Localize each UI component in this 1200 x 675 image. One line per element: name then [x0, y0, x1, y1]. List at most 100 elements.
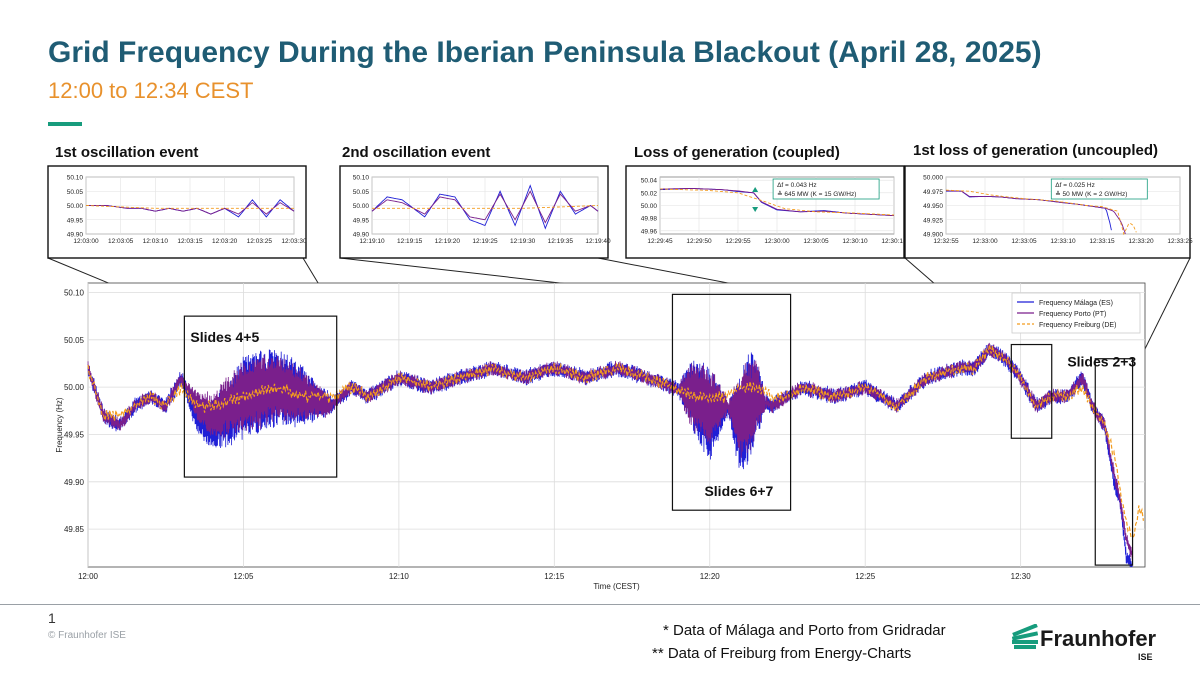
main-x-tick-label: 12:05 [233, 572, 254, 581]
inset-y-tick-label: 50.02 [641, 190, 658, 197]
inset-x-tick-label: 12:33:05 [1011, 238, 1037, 245]
inset-info-line2: ≙ 50 MW (K = 2 GW/Hz) [1055, 190, 1127, 198]
inset-x-tick-label: 12:03:15 [177, 238, 203, 245]
inset-x-tick-label: 12:19:30 [510, 238, 536, 245]
inset-x-tick-label: 12:29:45 [647, 238, 673, 245]
inset-y-tick-label: 50.05 [353, 189, 370, 196]
page-number: 1 [48, 610, 56, 626]
annotation-box [671, 293, 792, 511]
inset1-title: 1st oscillation event [55, 144, 199, 161]
inset-y-tick-label: 49.90 [353, 232, 370, 239]
inset-series-freiburg [945, 189, 1137, 236]
inset-x-tick-label: 12:30:00 [764, 238, 790, 245]
inset-y-tick-label: 50.10 [353, 175, 370, 182]
inset-series-porto [371, 190, 599, 224]
fraunhofer-logo-sub: ISE [1138, 652, 1153, 662]
inset-series-freiburg [372, 205, 599, 209]
fraunhofer-logo-icon [1012, 624, 1038, 649]
inset-y-tick-label: 49.95 [67, 217, 84, 224]
inset-y-tick-label: 50.000 [923, 175, 943, 182]
inset-y-tick-label: 49.975 [923, 189, 943, 196]
inset4-chart: 12:32:55 12:33:00 12:33:05 12:33:10 12:33:15… [904, 165, 1193, 259]
page-title: Grid Frequency During the Iberian Penins… [48, 36, 1042, 69]
inset-x-tick-label: 12:19:40 [585, 238, 611, 245]
legend-entry: Frequency Freiburg (DE) [1039, 322, 1116, 329]
annotation-label: Slides 2+3 [1067, 354, 1136, 370]
inset-y-tick-label: 50.00 [641, 203, 658, 210]
main-x-tick-label: 12:30 [1011, 572, 1032, 581]
inset-x-tick-label: 12:19:15 [397, 238, 423, 245]
inset-y-tick-label: 49.98 [641, 216, 658, 223]
inset-series-malaga [371, 184, 599, 230]
inset-x-tick-label: 12:33:25 [1167, 238, 1193, 245]
inset1-chart: 12:03:00 12:03:05 12:03:10 12:03:15 12:03:20… [47, 165, 307, 259]
main-x-tick-label: 12:20 [700, 572, 721, 581]
inset4-title: 1st loss of generation (uncoupled) [913, 142, 1159, 159]
main-x-tick-label: 12:15 [544, 572, 565, 581]
inset-x-tick-label: 12:29:55 [725, 238, 751, 245]
inset-info-line2: ≙ 645 MW (K = 15 GW/Hz) [777, 190, 856, 198]
source-note-gridradar: * Data of Málaga and Porto from Gridrada… [663, 622, 946, 639]
inset-x-tick-label: 12:30:05 [803, 238, 829, 245]
inset-info-line1: Δf = 0.043 Hz [777, 182, 817, 189]
page-subtitle: 12:00 to 12:34 CEST [48, 78, 254, 103]
inset-y-tick-label: 50.00 [353, 203, 370, 210]
source-note-energy-charts: ** Data of Freiburg from Energy-Charts [652, 645, 912, 662]
inset-info-box [1050, 178, 1148, 200]
inset-y-tick-label: 50.10 [67, 175, 84, 182]
annotation-label: Slides 4+5 [190, 329, 259, 345]
inset-y-tick-label: 49.96 [641, 228, 658, 235]
inset-x-tick-label: 12:03:05 [108, 238, 134, 245]
inset-series-porto [86, 202, 295, 215]
inset-x-tick-label: 12:33:10 [1050, 238, 1076, 245]
inset-y-tick-label: 49.925 [923, 217, 943, 224]
main-x-tick-label: 12:25 [855, 572, 876, 581]
legend-entry: Frequency Porto (PT) [1039, 311, 1106, 318]
inset-info-line1: Δf = 0.025 Hz [1055, 182, 1095, 189]
main-y-tick-label: 50.05 [64, 336, 85, 345]
legend-entry: Frequency Málaga (ES) [1039, 300, 1113, 307]
main-x-tick-label: 12:10 [389, 572, 410, 581]
fraunhofer-logo-text: Fraunhofer [1040, 626, 1157, 651]
delta-down-arrow-icon [752, 207, 759, 212]
inset-x-tick-label: 12:03:20 [212, 238, 238, 245]
inset-x-tick-label: 12:30:10 [842, 238, 868, 245]
inset-series-porto [660, 187, 895, 217]
main-y-tick-label: 49.85 [64, 525, 85, 534]
inset-x-tick-label: 12:33:00 [972, 238, 998, 245]
annotation-box [1010, 343, 1053, 439]
inset-x-tick-label: 12:32:55 [933, 238, 959, 245]
main-y-tick-label: 49.90 [64, 478, 85, 487]
inset-x-tick-label: 12:33:15 [1089, 238, 1115, 245]
inset-y-tick-label: 49.950 [923, 203, 943, 210]
inset-y-tick-label: 49.900 [923, 232, 943, 239]
delta-up-arrow-icon [752, 187, 759, 192]
main-y-tick-label: 50.10 [64, 288, 85, 297]
main-series-freiburg [87, 344, 1144, 539]
inset-x-tick-label: 12:19:25 [472, 238, 498, 245]
inset-y-tick-label: 49.95 [353, 217, 370, 224]
main-x-tick-label: 12:00 [78, 572, 99, 581]
inset-x-tick-label: 12:30:15 [881, 238, 907, 245]
inset-x-tick-label: 12:19:35 [548, 238, 574, 245]
inset-y-tick-label: 49.90 [67, 232, 84, 239]
inset-x-tick-label: 12:19:10 [359, 238, 385, 245]
annotation-box [1094, 358, 1134, 566]
inset-x-tick-label: 12:19:20 [435, 238, 461, 245]
inset-x-tick-label: 12:03:30 [281, 238, 307, 245]
connector-4a [1136, 257, 1191, 366]
inset-y-tick-label: 50.00 [67, 203, 84, 210]
inset-x-tick-label: 12:03:25 [247, 238, 273, 245]
annotation-label: Slides 6+7 [704, 483, 773, 499]
inset3-title: Loss of generation (coupled) [634, 144, 840, 161]
inset-y-tick-label: 50.04 [641, 178, 658, 185]
title-accent-bar [48, 122, 82, 126]
inset2-chart: 12:19:10 12:19:15 12:19:20 12:19:25 12:19:30… [339, 165, 611, 259]
inset-x-tick-label: 12:03:10 [143, 238, 169, 245]
annotation-box [183, 315, 338, 478]
main-chart: 12:00 12:05 12:10 12:15 12:20 12:25 12:30 49.85… [55, 282, 1146, 591]
inset-y-tick-label: 50.05 [67, 189, 84, 196]
main-y-axis-label: Frequency (Hz) [55, 397, 64, 452]
inset2-title: 2nd oscillation event [342, 144, 491, 161]
